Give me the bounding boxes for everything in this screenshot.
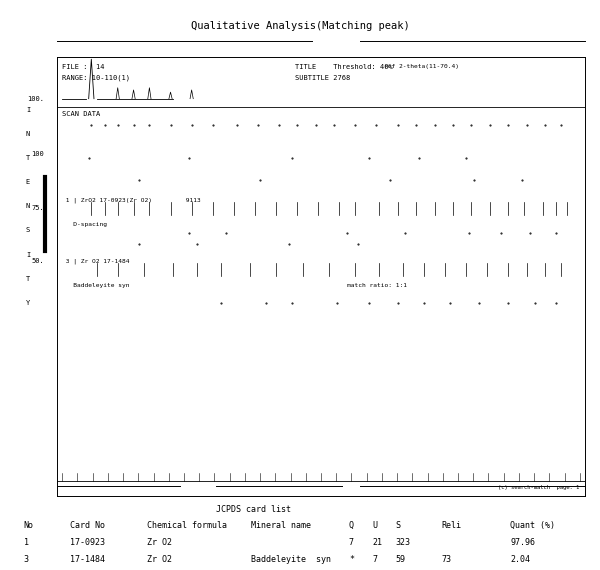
Text: RANGE: 10-110(1): RANGE: 10-110(1) xyxy=(62,75,130,81)
Text: 323: 323 xyxy=(395,538,410,547)
Text: (c) search-match  page: 1: (c) search-match page: 1 xyxy=(499,485,580,490)
Text: 21: 21 xyxy=(372,538,382,547)
Text: 59: 59 xyxy=(395,555,405,564)
Text: match ratio: 1:1: match ratio: 1:1 xyxy=(347,283,407,288)
Text: 3: 3 xyxy=(23,555,29,564)
Text: Reli: Reli xyxy=(441,521,461,530)
Text: U: U xyxy=(372,521,377,530)
Text: 100.: 100. xyxy=(27,96,44,101)
Text: Q: Q xyxy=(349,521,354,530)
Text: 2.04: 2.04 xyxy=(510,555,530,564)
Text: *: * xyxy=(349,555,354,564)
Text: 17-1484: 17-1484 xyxy=(70,555,104,564)
Text: Zr O2: Zr O2 xyxy=(148,555,172,564)
Text: 7: 7 xyxy=(349,538,354,547)
Text: 17-0923: 17-0923 xyxy=(70,538,104,547)
Text: SCAN DATA: SCAN DATA xyxy=(62,111,101,117)
Text: 7: 7 xyxy=(372,555,377,564)
Text: T: T xyxy=(26,276,30,282)
Text: Quant (%): Quant (%) xyxy=(510,521,555,530)
Text: Mineral name: Mineral name xyxy=(251,521,311,530)
Text: Card No: Card No xyxy=(70,521,104,530)
Text: N: N xyxy=(26,131,30,137)
Text: 73: 73 xyxy=(441,555,451,564)
Text: 3 | Zr O2 17-1484: 3 | Zr O2 17-1484 xyxy=(62,259,130,264)
Text: Chemical formula: Chemical formula xyxy=(148,521,227,530)
Text: E: E xyxy=(26,179,30,185)
Text: S: S xyxy=(395,521,400,530)
Text: Baddeleyite  syn: Baddeleyite syn xyxy=(251,555,331,564)
Text: Zr O2: Zr O2 xyxy=(148,538,172,547)
Text: Qualitative Analysis(Matching peak): Qualitative Analysis(Matching peak) xyxy=(191,21,409,31)
Text: 1 | ZrO2 17-0923(Zr O2)         9113: 1 | ZrO2 17-0923(Zr O2) 9113 xyxy=(62,197,201,203)
Text: JCPDS card list: JCPDS card list xyxy=(217,505,292,514)
Text: Y: Y xyxy=(26,300,30,306)
Text: I: I xyxy=(26,107,30,113)
Text: No: No xyxy=(23,521,34,530)
Text: T: T xyxy=(26,155,30,161)
Text: TITLE    Threshold: 40%: TITLE Threshold: 40% xyxy=(295,64,392,70)
Text: FILE :  14: FILE : 14 xyxy=(62,64,105,70)
Text: N: N xyxy=(26,203,30,209)
Text: 1: 1 xyxy=(23,538,29,547)
Text: 75.: 75. xyxy=(31,205,44,211)
Text: Baddeleyite syn: Baddeleyite syn xyxy=(62,283,130,288)
Text: ref 2-theta(11-70.4): ref 2-theta(11-70.4) xyxy=(385,64,460,68)
Text: S: S xyxy=(26,227,30,233)
Text: D-spacing: D-spacing xyxy=(62,222,107,227)
Text: SUBTITLE 2768: SUBTITLE 2768 xyxy=(295,75,350,80)
Text: I: I xyxy=(26,251,30,258)
Text: 100: 100 xyxy=(31,150,44,157)
Text: 97.96: 97.96 xyxy=(510,538,535,547)
Text: 50.: 50. xyxy=(31,258,44,264)
